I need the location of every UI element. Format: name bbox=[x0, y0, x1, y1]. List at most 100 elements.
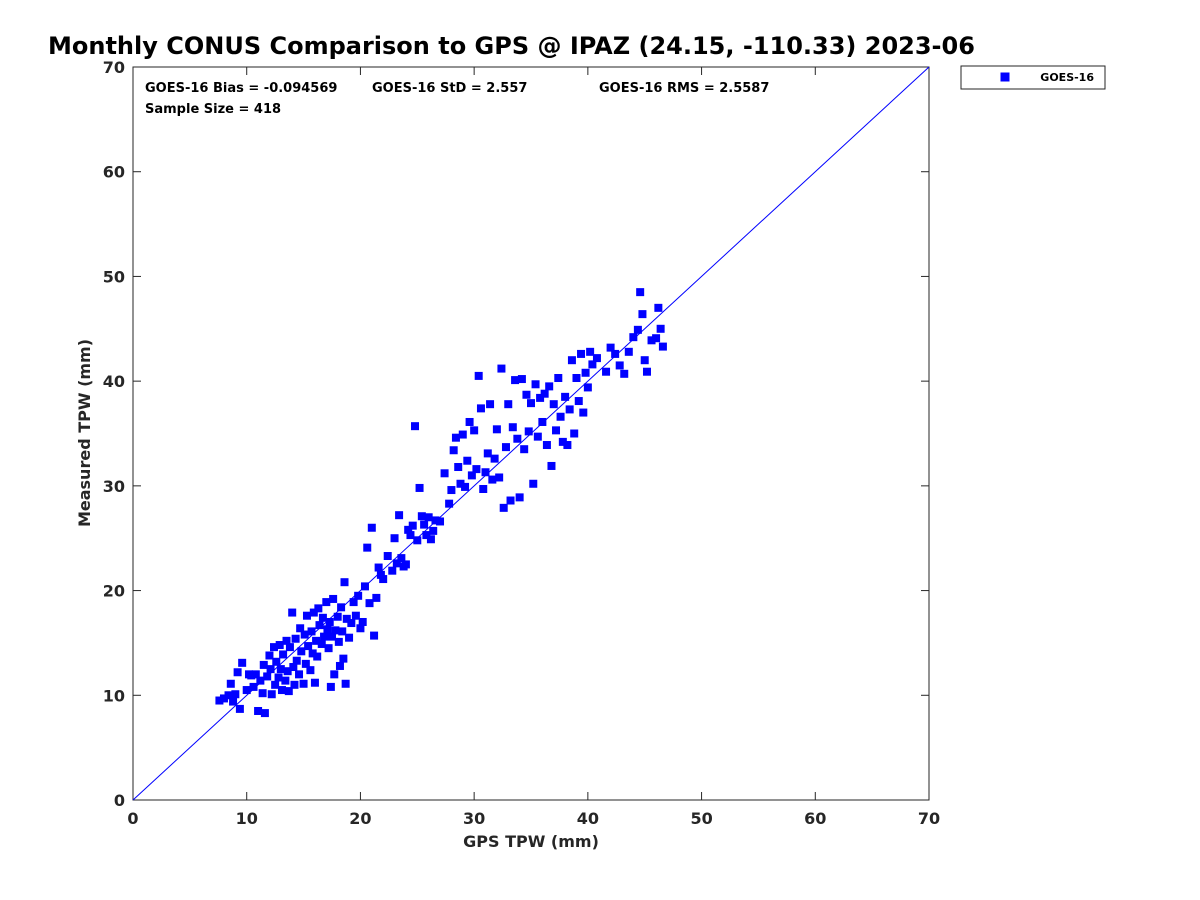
x-tick-label: 60 bbox=[804, 809, 826, 828]
x-tick-label: 0 bbox=[127, 809, 138, 828]
data-point bbox=[302, 611, 311, 620]
data-point bbox=[554, 374, 563, 383]
y-tick-label: 20 bbox=[103, 582, 125, 601]
rms-stat: GOES-16 RMS = 2.5587 bbox=[599, 81, 769, 96]
data-point bbox=[542, 441, 551, 450]
data-point bbox=[334, 637, 343, 646]
data-point bbox=[308, 649, 317, 658]
data-point bbox=[354, 591, 363, 600]
data-point bbox=[337, 603, 346, 612]
data-point bbox=[292, 656, 301, 665]
data-point bbox=[540, 389, 549, 398]
data-point bbox=[640, 356, 649, 365]
data-point bbox=[301, 659, 310, 668]
data-point bbox=[297, 647, 306, 656]
data-point bbox=[215, 696, 224, 705]
data-point bbox=[570, 429, 579, 438]
data-point bbox=[279, 650, 288, 659]
data-point bbox=[520, 445, 529, 454]
data-point bbox=[417, 512, 426, 521]
data-point bbox=[395, 511, 404, 520]
data-point bbox=[463, 456, 472, 465]
data-point bbox=[390, 534, 399, 543]
data-point bbox=[513, 434, 522, 443]
data-point bbox=[392, 559, 401, 568]
data-point bbox=[363, 543, 372, 552]
data-point bbox=[356, 624, 365, 633]
data-point bbox=[642, 367, 651, 376]
y-axis: 0 10 20 30 40 50 60 70 bbox=[103, 58, 929, 810]
data-point bbox=[508, 423, 517, 432]
x-tick-label: 10 bbox=[236, 809, 258, 828]
x-tick-label: 30 bbox=[463, 809, 485, 828]
data-point bbox=[577, 349, 586, 358]
y-tick-label: 60 bbox=[103, 163, 125, 182]
data-point bbox=[281, 676, 290, 685]
data-point bbox=[465, 417, 474, 426]
y-tick-label: 30 bbox=[103, 477, 125, 496]
data-point bbox=[290, 680, 299, 689]
data-point bbox=[602, 367, 611, 376]
data-point bbox=[274, 673, 283, 682]
data-point bbox=[552, 426, 561, 435]
data-point bbox=[260, 709, 269, 718]
data-point bbox=[289, 663, 298, 672]
x-tick-label: 50 bbox=[690, 809, 712, 828]
data-point bbox=[411, 422, 420, 431]
data-point bbox=[549, 400, 558, 409]
data-point bbox=[339, 654, 348, 663]
data-point bbox=[379, 575, 388, 584]
y-tick-label: 10 bbox=[103, 686, 125, 705]
data-point bbox=[456, 479, 465, 488]
data-point bbox=[563, 441, 572, 450]
data-point bbox=[335, 661, 344, 670]
data-point bbox=[267, 690, 276, 699]
data-point bbox=[284, 687, 293, 696]
data-point bbox=[426, 535, 435, 544]
data-point bbox=[310, 678, 319, 687]
data-point bbox=[476, 404, 485, 413]
data-point bbox=[285, 643, 294, 652]
data-point bbox=[538, 417, 547, 426]
data-point bbox=[318, 613, 327, 622]
data-point bbox=[492, 425, 501, 434]
data-point bbox=[329, 594, 338, 603]
data-point bbox=[347, 619, 356, 628]
data-point bbox=[422, 531, 431, 540]
data-point bbox=[326, 682, 335, 691]
data-point bbox=[323, 625, 332, 634]
data-point bbox=[572, 374, 581, 383]
data-point bbox=[295, 670, 304, 679]
data-point bbox=[320, 632, 329, 641]
data-point bbox=[317, 639, 326, 648]
data-point bbox=[258, 689, 267, 698]
data-point bbox=[233, 668, 242, 677]
x-tick-label: 40 bbox=[577, 809, 599, 828]
data-point bbox=[291, 634, 300, 643]
data-point bbox=[652, 334, 661, 343]
data-point bbox=[488, 475, 497, 484]
legend-entry: GOES-16 bbox=[1040, 71, 1094, 84]
legend: GOES-16 bbox=[960, 65, 1106, 90]
x-axis-label: GPS TPW (mm) bbox=[463, 832, 599, 851]
data-point bbox=[522, 390, 531, 399]
data-point bbox=[517, 375, 526, 384]
data-point bbox=[342, 614, 351, 623]
data-point bbox=[229, 697, 238, 706]
data-points bbox=[215, 288, 667, 718]
data-point bbox=[483, 449, 492, 458]
data-point bbox=[338, 627, 347, 636]
data-point bbox=[579, 408, 588, 417]
data-point bbox=[282, 636, 291, 645]
data-point bbox=[304, 642, 313, 651]
data-point bbox=[374, 563, 383, 572]
data-point bbox=[606, 343, 615, 352]
data-point bbox=[388, 566, 397, 575]
data-point bbox=[436, 517, 445, 526]
x-tick-label: 20 bbox=[349, 809, 371, 828]
data-point bbox=[324, 644, 333, 653]
y-tick-label: 0 bbox=[114, 791, 125, 810]
data-point bbox=[238, 658, 247, 667]
data-point bbox=[322, 598, 331, 607]
